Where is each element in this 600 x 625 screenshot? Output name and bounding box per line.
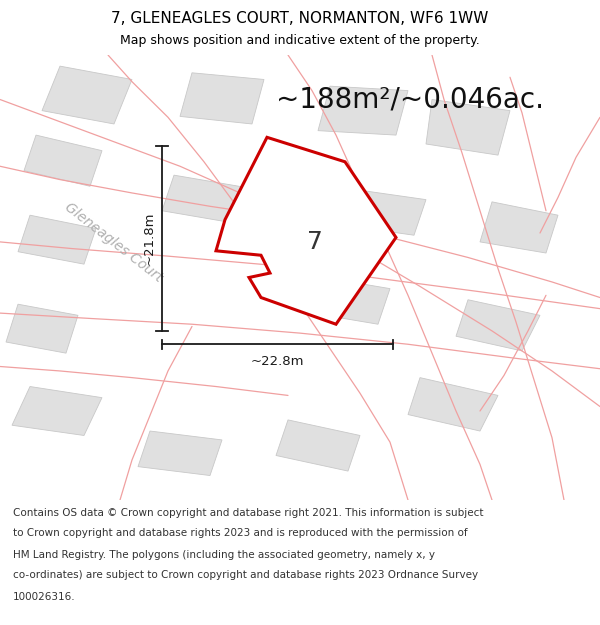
Polygon shape: [138, 431, 222, 476]
Text: Gleneagles Court: Gleneagles Court: [62, 199, 166, 284]
Polygon shape: [162, 175, 252, 224]
Text: 7, GLENEAGLES COURT, NORMANTON, WF6 1WW: 7, GLENEAGLES COURT, NORMANTON, WF6 1WW: [112, 11, 488, 26]
Text: to Crown copyright and database rights 2023 and is reproduced with the permissio: to Crown copyright and database rights 2…: [13, 529, 468, 539]
Polygon shape: [318, 86, 408, 135]
Polygon shape: [456, 300, 540, 351]
Text: Contains OS data © Crown copyright and database right 2021. This information is : Contains OS data © Crown copyright and d…: [13, 508, 484, 518]
Polygon shape: [312, 278, 390, 324]
Polygon shape: [408, 378, 498, 431]
Polygon shape: [426, 99, 510, 155]
Polygon shape: [480, 202, 558, 253]
Text: co-ordinates) are subject to Crown copyright and database rights 2023 Ordnance S: co-ordinates) are subject to Crown copyr…: [13, 571, 478, 581]
Polygon shape: [180, 72, 264, 124]
Polygon shape: [216, 138, 396, 324]
Polygon shape: [42, 66, 132, 124]
Text: 7: 7: [307, 230, 323, 254]
Text: HM Land Registry. The polygons (including the associated geometry, namely x, y: HM Land Registry. The polygons (includin…: [13, 549, 435, 559]
Polygon shape: [24, 135, 102, 186]
Polygon shape: [12, 386, 102, 436]
Polygon shape: [336, 189, 426, 235]
Polygon shape: [6, 304, 78, 353]
Text: 100026316.: 100026316.: [13, 591, 76, 601]
Polygon shape: [18, 215, 96, 264]
Text: Map shows position and indicative extent of the property.: Map shows position and indicative extent…: [120, 34, 480, 47]
Text: ~22.8m: ~22.8m: [251, 354, 304, 367]
Text: ~188m²/~0.046ac.: ~188m²/~0.046ac.: [276, 86, 544, 114]
Polygon shape: [276, 420, 360, 471]
Text: ~21.8m: ~21.8m: [142, 212, 155, 265]
